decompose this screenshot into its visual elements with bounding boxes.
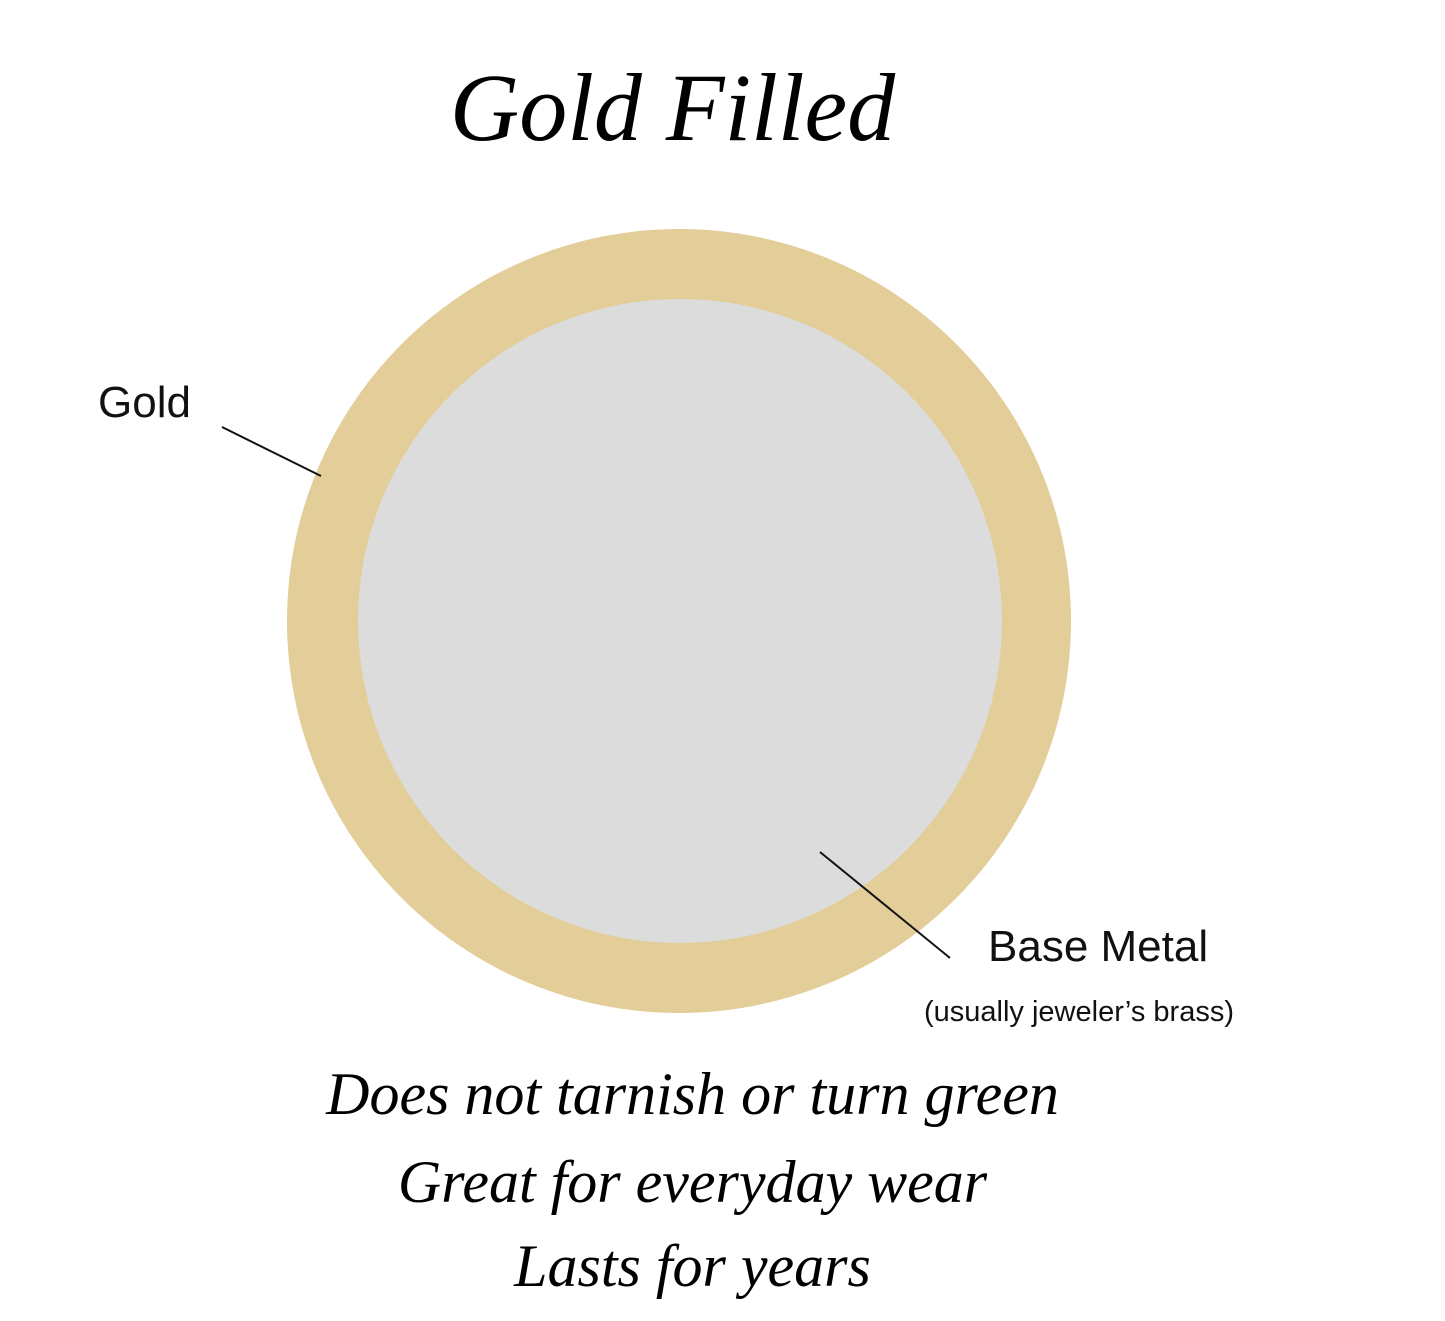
feature-line: Does not tarnish or turn green bbox=[326, 1061, 1059, 1127]
base-metal-leader-line bbox=[819, 851, 951, 959]
feature-line: Lasts for years bbox=[514, 1233, 871, 1299]
gold-leader-line bbox=[221, 426, 322, 477]
diagram-title: Gold Filled bbox=[449, 54, 896, 161]
gold-label: Gold bbox=[98, 378, 191, 427]
base-metal-note: (usually jeweler’s brass) bbox=[924, 996, 1234, 1028]
feature-line: Great for everyday wear bbox=[397, 1149, 988, 1215]
base-metal-label: Base Metal bbox=[988, 922, 1209, 971]
base-metal-core bbox=[358, 299, 1002, 943]
